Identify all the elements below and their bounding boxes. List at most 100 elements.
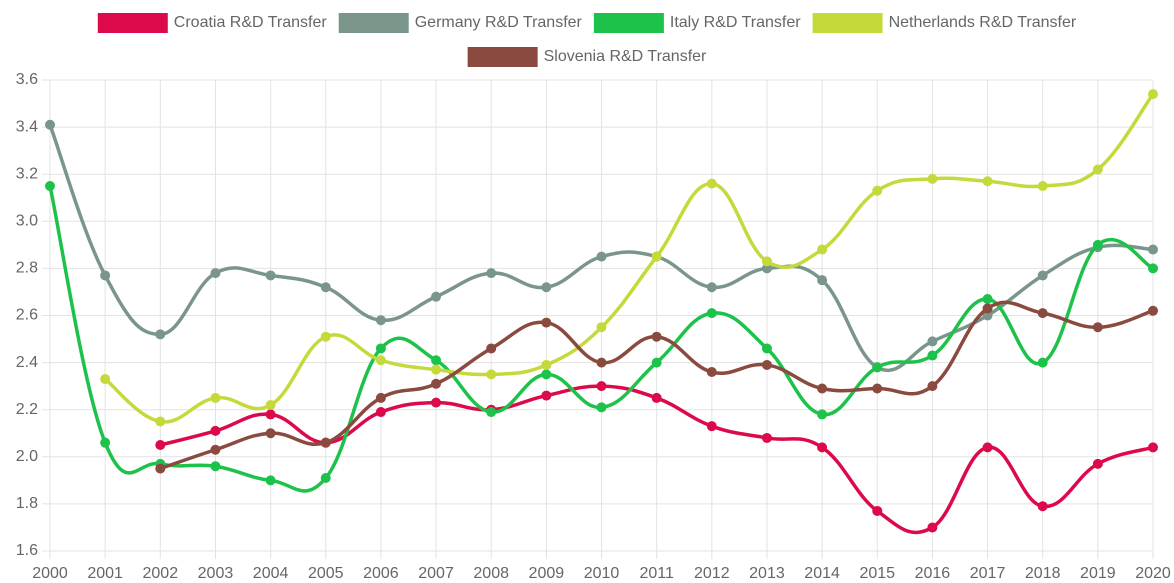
data-point [1148,263,1158,274]
y-tick-label: 2.6 [16,307,38,324]
data-point [706,308,717,319]
data-point [431,355,442,366]
data-point [817,244,828,255]
legend-item: Slovenia R&D Transfer [467,47,707,67]
data-point [651,392,662,403]
data-point [541,317,552,328]
legend-item: Croatia R&D Transfer [97,13,327,33]
x-tick-label: 2016 [915,565,951,582]
x-tick-label: 2011 [639,565,674,582]
data-point [817,275,828,286]
legend-item: Germany R&D Transfer [338,13,583,33]
data-point [155,416,166,427]
data-point [100,270,111,281]
data-point [375,407,386,418]
x-tick-label: 2006 [363,565,399,582]
data-point [982,442,993,453]
data-point [1037,270,1048,281]
x-tick-label: 2005 [308,565,344,582]
data-point [651,251,662,262]
x-tick-label: 2004 [253,565,289,582]
data-point [100,374,111,385]
data-point [927,381,938,392]
legend-swatch [593,13,664,33]
data-point [320,472,331,483]
legend-label: Netherlands R&D Transfer [889,14,1077,31]
x-tick-label: 2000 [32,565,68,582]
data-point [265,409,276,420]
data-point [761,359,772,370]
x-tick-label: 2008 [473,565,509,582]
legend-label: Slovenia R&D Transfer [544,48,707,65]
y-tick-label: 1.8 [16,495,38,512]
data-point [982,303,993,314]
data-point [1148,305,1158,316]
data-point [541,369,552,380]
data-point [375,315,386,326]
y-tick-label: 2.0 [16,448,38,465]
data-point [651,331,662,342]
data-point [817,442,828,453]
data-point [596,402,607,413]
y-tick-label: 3.4 [16,118,38,135]
data-point [872,185,883,196]
data-point [486,369,497,380]
data-point [596,251,607,262]
legend-swatch [467,47,538,67]
x-tick-label: 2018 [1025,565,1061,582]
legend-swatch [338,13,409,33]
y-tick-label: 2.4 [16,354,38,371]
data-point [872,383,883,394]
data-point [706,178,717,189]
data-point [1148,442,1158,453]
data-point [706,367,717,378]
data-point [817,383,828,394]
data-point [927,350,938,361]
data-point [265,475,276,486]
x-tick-label: 2010 [584,565,620,582]
data-point [982,176,993,187]
data-point [1092,239,1103,250]
data-point [210,392,221,403]
data-point [45,119,55,130]
legend-item: Netherlands R&D Transfer [812,13,1077,33]
y-tick-label: 3.0 [16,213,38,230]
y-tick-label: 2.2 [16,401,38,418]
data-point [1092,458,1103,469]
data-point [431,378,442,389]
data-point [817,409,828,420]
data-point [1037,357,1048,368]
legend-label: Italy R&D Transfer [670,14,801,31]
data-point [431,291,442,302]
x-tick-label: 2017 [970,565,1006,582]
data-point [927,522,938,533]
x-tick-label: 2003 [198,565,234,582]
data-point [1037,308,1048,319]
data-point [596,322,607,333]
data-point [210,268,221,279]
data-point [486,268,497,279]
data-point [872,505,883,516]
data-point [320,282,331,293]
data-point [155,329,166,340]
data-point [872,362,883,373]
data-point [706,421,717,432]
legend-label: Germany R&D Transfer [415,14,583,31]
data-point [375,355,386,366]
data-point [1092,164,1103,175]
data-point [265,428,276,439]
data-point [265,270,276,281]
y-tick-label: 1.6 [16,542,38,559]
data-point [982,294,993,305]
data-point [210,425,221,436]
x-tick-label: 2014 [804,565,840,582]
data-point [761,256,772,267]
data-point [375,343,386,354]
data-point [320,437,331,448]
x-tick-label: 2009 [529,565,565,582]
data-point [100,437,111,448]
legend-swatch [812,13,883,33]
data-point [155,463,166,474]
x-tick-label: 2015 [859,565,895,582]
data-point [596,357,607,368]
